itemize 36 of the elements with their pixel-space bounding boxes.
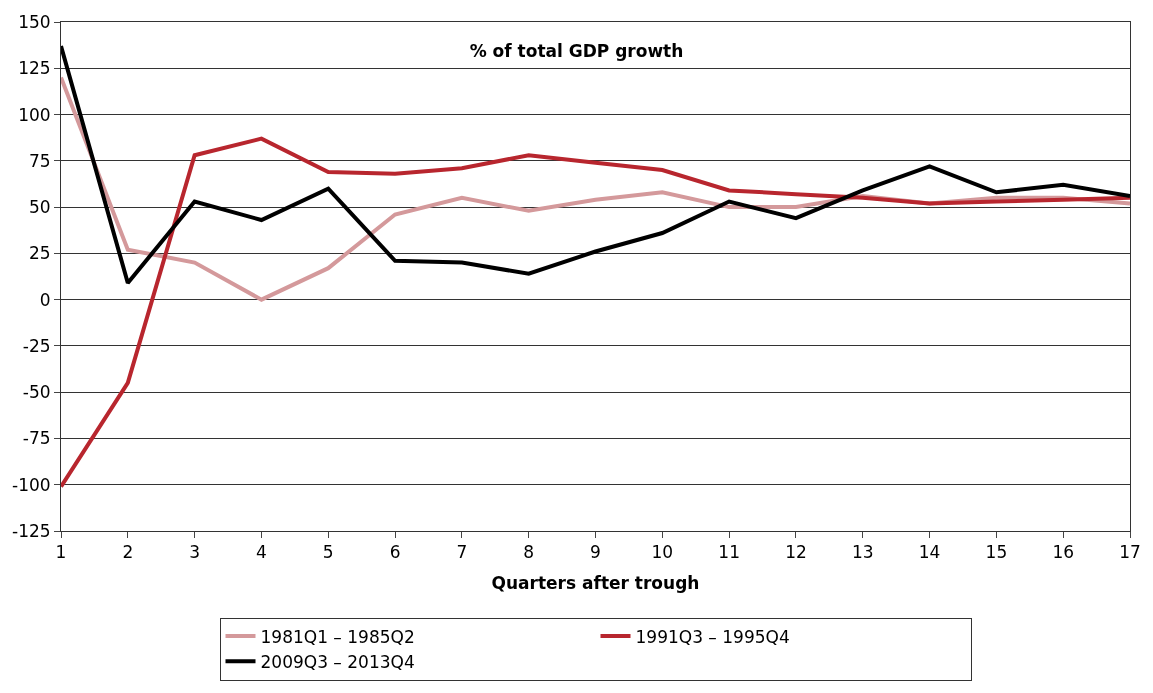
y-tick-label: -50 bbox=[22, 382, 51, 403]
x-tick-label: 2 bbox=[122, 542, 134, 563]
legend-label: 2009Q3 – 2013Q4 bbox=[260, 651, 415, 672]
y-tick-label: -25 bbox=[22, 335, 51, 356]
x-tick-label: 14 bbox=[918, 542, 941, 563]
y-tick-label: 0 bbox=[39, 289, 51, 310]
x-tick-label: 15 bbox=[985, 542, 1008, 563]
x-tick-label: 9 bbox=[590, 542, 601, 563]
x-tick-label: 1 bbox=[55, 542, 67, 563]
legend-label: 1981Q1 – 1985Q2 bbox=[260, 626, 415, 647]
x-tick-label: 17 bbox=[1119, 542, 1141, 563]
x-axis-title: Quarters after trough bbox=[491, 572, 700, 593]
x-tick-label: 16 bbox=[1052, 542, 1075, 563]
x-tick-label: 11 bbox=[718, 542, 740, 563]
y-tick-label: 125 bbox=[18, 58, 51, 79]
text: % of total GDP growth bbox=[469, 40, 684, 61]
y-tick-label: -75 bbox=[22, 428, 51, 449]
x-tick-label: 3 bbox=[189, 542, 201, 563]
y-tick-label: 150 bbox=[18, 11, 51, 32]
line-series bbox=[61, 44, 1130, 285]
x-tick-label: 8 bbox=[523, 542, 535, 563]
y-tick-label: 75 bbox=[28, 150, 51, 171]
x-tick-label: 12 bbox=[785, 542, 807, 563]
x-tick-label: 13 bbox=[851, 542, 874, 563]
y-tick-label: 100 bbox=[18, 104, 51, 125]
y-tick-label: 50 bbox=[28, 197, 51, 218]
x-tick-label: 6 bbox=[389, 542, 401, 563]
y-tick-label: -125 bbox=[12, 520, 51, 541]
x-tick-label: 10 bbox=[651, 542, 674, 563]
x-tick-label: 5 bbox=[322, 542, 334, 563]
y-tick-label: -100 bbox=[12, 474, 51, 495]
y-tick-label: 25 bbox=[28, 243, 51, 264]
x-tick-label: 7 bbox=[456, 542, 468, 563]
line-series bbox=[61, 136, 1130, 489]
legend-label: 1991Q3 – 1995Q4 bbox=[635, 626, 790, 647]
x-tick-label: 4 bbox=[256, 542, 267, 563]
